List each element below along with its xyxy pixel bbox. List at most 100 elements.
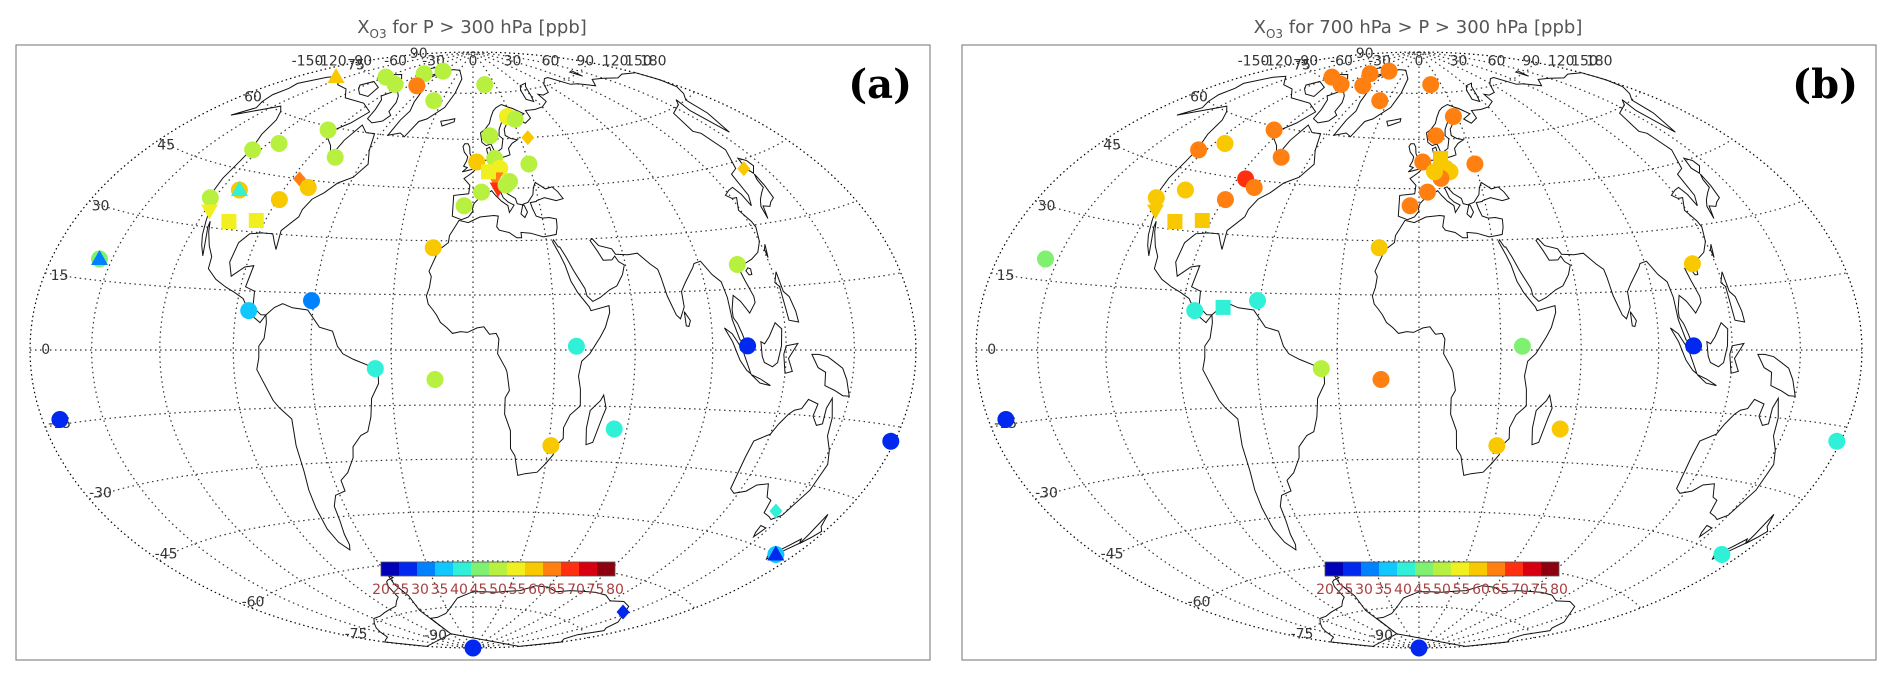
station-square xyxy=(248,213,264,228)
lat-label: 0 xyxy=(987,342,996,358)
lat-label: 15 xyxy=(51,268,69,284)
coastline xyxy=(1709,244,1715,258)
station-triangle xyxy=(230,181,248,197)
station-circle xyxy=(1216,135,1234,152)
title-main: X xyxy=(357,17,369,38)
coastline xyxy=(440,118,456,127)
coastline xyxy=(774,271,800,323)
colorbar-tick-label: 20 xyxy=(372,582,390,598)
lat-label: -90 xyxy=(1370,628,1393,644)
station-circle xyxy=(426,371,444,388)
colorbar-tick-label: 80 xyxy=(606,582,624,598)
station-circle xyxy=(1037,250,1054,268)
lon-label: -60 xyxy=(384,54,407,70)
panel-label: (b) xyxy=(1792,61,1858,108)
coastline xyxy=(1745,514,1775,544)
coastline xyxy=(1531,393,1553,446)
lon-label: -120 xyxy=(1261,54,1293,70)
station-circle xyxy=(1249,292,1266,310)
station-triangle xyxy=(327,67,345,83)
coastline xyxy=(1669,327,1698,376)
station-circle xyxy=(1401,197,1419,215)
lon-label: 150 xyxy=(1571,54,1598,70)
parallel-line xyxy=(1105,510,1733,562)
station-circle xyxy=(326,148,344,166)
station-circle xyxy=(1410,639,1428,657)
coastline xyxy=(1699,173,1721,219)
coastline xyxy=(1202,303,1326,551)
parallel-line xyxy=(1035,200,1803,242)
coastline xyxy=(763,244,769,258)
colorbar-outline xyxy=(1324,561,1560,577)
parallel-line xyxy=(45,404,901,428)
lon-label: 30 xyxy=(504,54,522,70)
station-square xyxy=(1215,299,1231,315)
station-square xyxy=(221,214,237,229)
lon-label: -150 xyxy=(1238,54,1270,70)
meridian-line xyxy=(1418,51,1502,649)
coastline xyxy=(1682,157,1700,175)
coastline xyxy=(1332,69,1409,138)
colorbar-tick-label: 50 xyxy=(1433,582,1451,598)
lon-label: -150 xyxy=(292,54,324,70)
parallel-line xyxy=(251,91,695,140)
coastline xyxy=(811,353,850,397)
station-square xyxy=(1167,214,1183,229)
colorbar-tick-label: 60 xyxy=(1472,582,1490,598)
colorbar-swatch xyxy=(543,562,561,576)
station-circle xyxy=(1414,153,1432,171)
colorbar-tick-label: 75 xyxy=(587,582,605,598)
lat-label: -30 xyxy=(89,486,112,502)
coastline xyxy=(750,374,771,387)
lon-label: 30 xyxy=(1450,54,1468,70)
colorbar-tick-label: 25 xyxy=(392,582,410,598)
meridian-line xyxy=(1418,51,1660,649)
station-circle xyxy=(1370,239,1388,257)
station-circle xyxy=(567,337,585,355)
coastline xyxy=(1304,80,1325,98)
colorbar-tick-label: 40 xyxy=(1394,582,1412,598)
station-circle xyxy=(464,639,482,657)
coastline xyxy=(358,80,379,98)
station-circle xyxy=(1713,546,1731,563)
lon-label: 90 xyxy=(576,54,594,70)
station-circle xyxy=(1683,255,1701,273)
colorbar-swatch xyxy=(561,562,579,576)
meridian-line xyxy=(390,51,474,649)
coastline xyxy=(256,303,380,551)
lon-label: 0 xyxy=(1415,54,1424,70)
coastline xyxy=(425,72,760,477)
station-circle xyxy=(1488,437,1506,455)
station-circle xyxy=(424,239,442,257)
lat-label: 30 xyxy=(1038,198,1056,214)
station-circle xyxy=(270,191,288,209)
colorbar-swatch xyxy=(435,562,453,576)
colorbar-tick-label: 70 xyxy=(567,582,585,598)
parallel-line xyxy=(251,560,695,609)
colorbar-tick-label: 55 xyxy=(1453,582,1471,598)
station-circle xyxy=(366,360,384,378)
title-main: X xyxy=(1254,17,1266,38)
coastline xyxy=(1698,524,1713,539)
coastline xyxy=(753,173,775,219)
station-circle xyxy=(201,189,219,207)
station-circle xyxy=(51,411,69,428)
station-circle xyxy=(1332,75,1350,93)
coastline xyxy=(723,327,752,376)
station-circle xyxy=(481,127,499,145)
parallel-line xyxy=(159,510,787,562)
station-circle xyxy=(501,173,518,190)
lon-label: 120 xyxy=(1548,54,1575,70)
colorbar-swatch xyxy=(1415,562,1433,576)
station-circle xyxy=(1426,163,1443,181)
colorbar-tick-label: 30 xyxy=(1355,582,1373,598)
coastline xyxy=(1720,271,1746,323)
station-circle xyxy=(468,153,486,171)
lon-label: 180 xyxy=(640,54,667,70)
lon-label: 180 xyxy=(1586,54,1613,70)
coastline xyxy=(386,69,463,138)
lat-label: 60 xyxy=(1190,89,1208,105)
colorbar-swatch xyxy=(1487,562,1505,576)
lat-label: 0 xyxy=(41,342,50,358)
colorbar-swatch xyxy=(579,562,597,576)
